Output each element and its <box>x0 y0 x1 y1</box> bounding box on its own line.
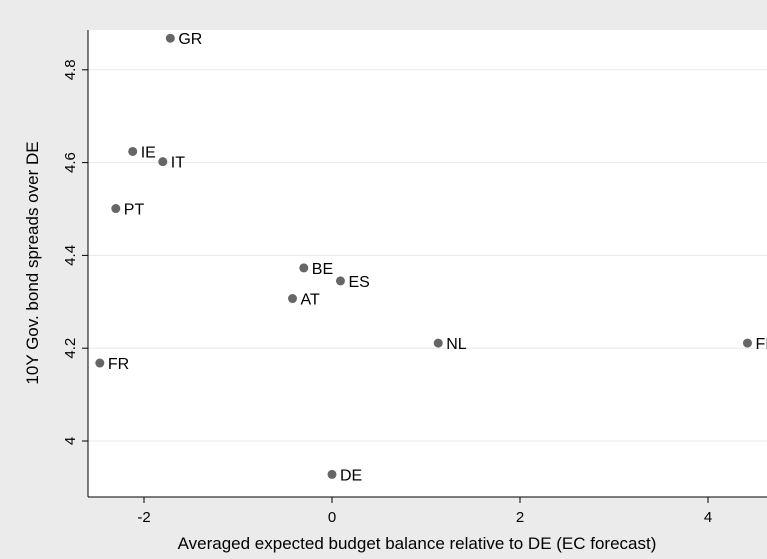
gridlines <box>88 69 767 442</box>
point-label-be: BE <box>312 261 333 278</box>
x-axis-label: Averaged expected budget balance relativ… <box>178 534 657 553</box>
point-label-it: IT <box>171 155 185 172</box>
data-point-gr <box>165 33 175 43</box>
data-point-fi <box>742 338 752 348</box>
point-label-gr: GR <box>178 31 202 48</box>
point-label-fr: FR <box>108 356 129 373</box>
y-axis-label: 10Y Gov. bond spreads over DE <box>23 141 42 384</box>
data-points: GR IE IT PT BE ES AT NL FI FR DE <box>95 31 767 484</box>
x-tick-label: 0 <box>328 509 336 526</box>
data-point-ie <box>128 146 138 156</box>
y-tick-label: 4.4 <box>62 245 79 266</box>
data-point-de <box>327 469 337 479</box>
point-label-at: AT <box>301 292 320 309</box>
x-tick-label: 2 <box>516 509 524 526</box>
x-axis-ticks: -2 0 2 4 <box>137 497 712 526</box>
y-tick-label: 4.8 <box>62 59 79 80</box>
y-tick-label: 4 <box>62 437 79 445</box>
data-point-it <box>158 157 168 167</box>
data-point-es <box>335 276 345 286</box>
y-axis-ticks: 4 4.2 4.4 4.6 4.8 <box>62 59 88 445</box>
y-tick-label: 4.2 <box>62 338 79 359</box>
data-point-pt <box>111 204 121 214</box>
point-label-es: ES <box>348 274 369 291</box>
data-point-nl <box>433 338 443 348</box>
point-label-nl: NL <box>446 336 467 353</box>
data-point-fr <box>95 358 105 368</box>
y-tick-label: 4.6 <box>62 152 79 173</box>
data-point-at <box>288 294 298 304</box>
plot-background <box>88 30 767 497</box>
point-label-fi: FI <box>755 336 767 353</box>
point-label-pt: PT <box>124 202 145 219</box>
data-point-be <box>299 263 309 273</box>
x-tick-label: 4 <box>704 509 712 526</box>
point-label-ie: IE <box>141 144 156 161</box>
point-label-de: DE <box>340 467 362 484</box>
x-tick-label: -2 <box>137 509 150 526</box>
